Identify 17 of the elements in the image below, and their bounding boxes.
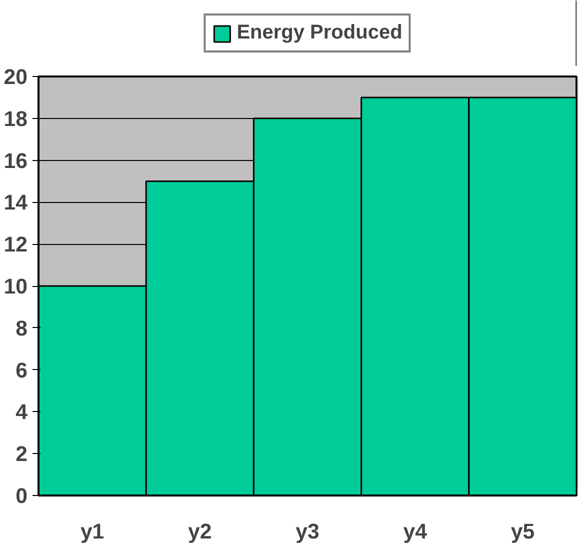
legend-label: Energy Produced — [236, 22, 402, 44]
y-tick-label: 10 — [4, 274, 28, 298]
y-tick-label: 2 — [16, 442, 28, 466]
y-tick-label: 14 — [4, 190, 28, 215]
x-tick-label: y1 — [80, 520, 104, 544]
x-tick-label: y4 — [403, 520, 428, 544]
y-tick-label: 8 — [16, 316, 28, 340]
y-tick-label: 20 — [4, 65, 28, 89]
y-tick-label: 16 — [4, 148, 28, 173]
y-tick-label: 0 — [16, 484, 28, 508]
x-tick-label: y2 — [188, 520, 212, 544]
y-tick-label: 4 — [16, 400, 28, 424]
x-tick-label: y5 — [510, 520, 535, 544]
x-tick-label: y3 — [296, 520, 320, 544]
y-tick-label: 6 — [16, 358, 28, 382]
y-tick-label: 18 — [4, 106, 28, 131]
y-tick-label: 12 — [4, 232, 28, 257]
